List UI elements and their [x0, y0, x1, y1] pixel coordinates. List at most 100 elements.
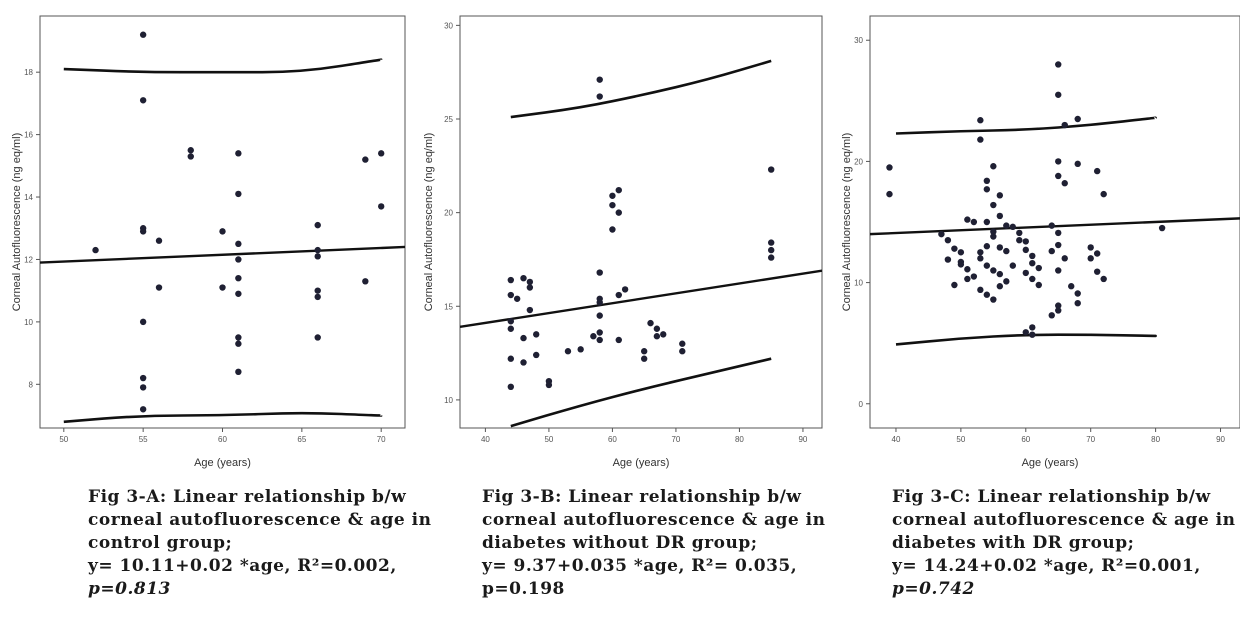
data-point — [1061, 121, 1068, 129]
data-point — [139, 225, 147, 232]
data-point — [660, 331, 667, 338]
data-point — [526, 306, 534, 314]
data-point — [977, 136, 984, 143]
data-point — [951, 281, 958, 289]
data-point — [545, 381, 553, 389]
data-point — [977, 117, 984, 124]
x-tick-label: 70 — [1086, 435, 1095, 444]
data-point — [314, 334, 321, 341]
data-point — [1029, 252, 1036, 260]
data-point — [1022, 238, 1029, 245]
data-point — [235, 290, 242, 297]
data-point — [1022, 269, 1029, 277]
x-tick-label: 40 — [481, 435, 490, 444]
x-tick-label: 70 — [671, 435, 680, 444]
data-point — [1087, 255, 1094, 262]
data-point — [996, 270, 1004, 278]
caption-c: Fig 3-C: Linear relationship b/w corneal… — [892, 486, 1240, 601]
data-point — [1048, 222, 1055, 229]
data-point — [596, 329, 603, 336]
data-point — [996, 192, 1004, 199]
data-point — [92, 246, 99, 254]
data-point — [609, 226, 616, 233]
data-point — [1022, 329, 1029, 336]
data-point — [1087, 244, 1094, 251]
data-point — [187, 147, 194, 154]
caption-b-line3: diabetes without DR group; — [482, 533, 758, 553]
y-axis-title: Corneal Autofluorescence (ng eq/ml) — [423, 133, 435, 312]
data-point — [187, 153, 194, 160]
data-point — [1055, 267, 1062, 274]
data-point — [235, 340, 242, 347]
data-point — [1100, 275, 1107, 283]
x-tick-label: 60 — [1021, 435, 1030, 444]
fit-line — [870, 217, 1240, 236]
data-point — [1055, 307, 1062, 314]
data-point — [235, 150, 242, 157]
y-tick-label: 25 — [444, 115, 453, 124]
data-point — [1029, 324, 1036, 331]
y-tick-label: 15 — [444, 302, 453, 311]
x-tick-label: 80 — [1151, 435, 1160, 444]
data-point — [1009, 262, 1017, 269]
data-point — [1009, 223, 1017, 231]
chart-a: 50 55 60 65 70 8 10 12 14 16 18 Age (years) Corneal … — [11, 15, 406, 469]
caption-a-line5: p=0.813 — [88, 579, 171, 599]
data-point — [983, 218, 991, 226]
x-axis-title: Age (years) — [194, 457, 251, 469]
data-point — [767, 254, 775, 261]
data-point — [1048, 247, 1055, 255]
x-tick-label: 70 — [377, 435, 386, 444]
data-point — [767, 166, 775, 173]
panel-a: 50 55 60 65 70 8 10 12 14 16 18 Age (years) Corneal … — [0, 0, 410, 617]
caption-b-line5: p=0.198 — [482, 579, 565, 599]
data-point — [139, 97, 147, 104]
data-point — [314, 287, 321, 294]
data-point — [1158, 224, 1166, 232]
data-point — [621, 286, 629, 293]
data-point — [990, 267, 997, 274]
data-point — [1055, 241, 1062, 249]
data-point — [513, 295, 521, 302]
caption-c-line5: p=0.742 — [892, 579, 975, 599]
data-point — [957, 249, 965, 256]
data-point — [1029, 260, 1036, 267]
data-point — [983, 177, 991, 184]
data-point — [990, 233, 997, 240]
data-point — [615, 186, 622, 194]
x-tick-label: 90 — [1216, 435, 1225, 444]
data-point — [996, 212, 1004, 220]
x-tick-label: 90 — [798, 435, 807, 444]
data-point — [1003, 222, 1010, 229]
data-point — [1068, 283, 1075, 290]
data-point — [938, 230, 945, 238]
data-point — [977, 249, 984, 256]
data-point — [577, 346, 584, 353]
data-point — [679, 340, 686, 347]
data-point — [507, 291, 515, 299]
plot-frame — [39, 15, 406, 429]
data-point — [1016, 236, 1023, 244]
data-point — [1055, 91, 1062, 98]
data-point — [590, 333, 597, 340]
caption-c-line4: y= 14.24+0.02 *age, R²=0.001, — [892, 556, 1201, 576]
fit-line — [460, 269, 822, 329]
x-tick-label: 60 — [218, 435, 227, 444]
data-point — [507, 325, 515, 332]
data-point — [615, 336, 622, 344]
data-point — [1035, 264, 1042, 272]
data-point — [1029, 331, 1036, 338]
data-point — [1029, 275, 1036, 283]
data-point — [640, 348, 648, 355]
plot-area — [870, 61, 1240, 346]
data-point — [533, 351, 540, 359]
data-point — [1093, 268, 1101, 275]
caption-a-line2: corneal autofluorescence & age in — [88, 510, 432, 530]
data-point — [596, 93, 603, 100]
caption-a-line1: Fig 3-A: Linear relationship b/w — [88, 487, 407, 507]
y-tick-label: 8 — [29, 380, 34, 389]
upper-band-line — [510, 59, 772, 119]
y-tick-label: 18 — [24, 68, 33, 77]
data-point — [596, 336, 603, 344]
data-point — [1048, 312, 1055, 319]
